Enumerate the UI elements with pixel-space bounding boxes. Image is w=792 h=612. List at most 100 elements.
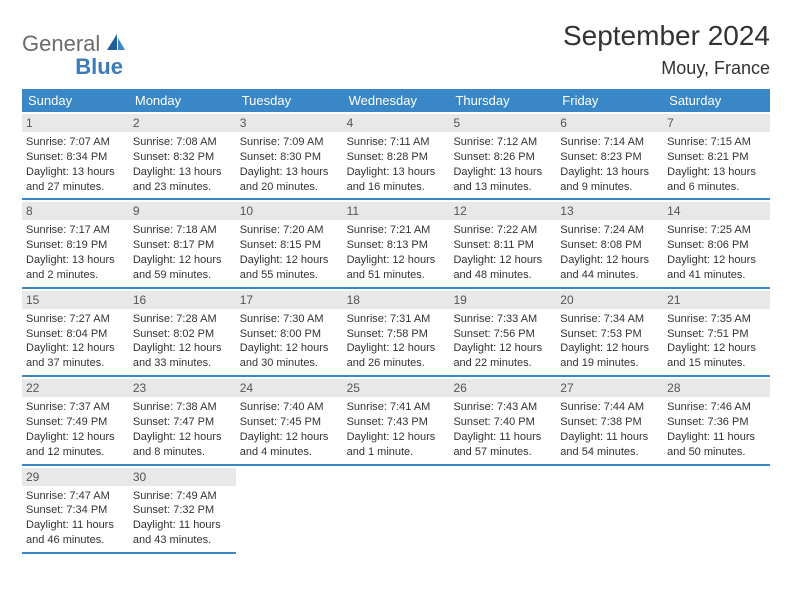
day-detail-line: Sunrise: 7:40 AM	[240, 400, 339, 415]
day-detail-line: Daylight: 12 hours	[560, 341, 659, 356]
day-detail-line: and 51 minutes.	[347, 268, 446, 283]
day-detail-line: Daylight: 11 hours	[26, 518, 125, 533]
day-cell: 12Sunrise: 7:22 AMSunset: 8:11 PMDayligh…	[449, 200, 556, 288]
day-detail-line: and 54 minutes.	[560, 445, 659, 460]
day-detail-line: Daylight: 12 hours	[26, 341, 125, 356]
day-cell	[663, 466, 770, 554]
day-cell: 29Sunrise: 7:47 AMSunset: 7:34 PMDayligh…	[22, 466, 129, 554]
day-detail-line: and 2 minutes.	[26, 268, 125, 283]
day-detail-line: Daylight: 13 hours	[560, 165, 659, 180]
day-detail-line: Sunrise: 7:17 AM	[26, 223, 125, 238]
week-row: 1Sunrise: 7:07 AMSunset: 8:34 PMDaylight…	[22, 112, 770, 200]
day-detail-line: Daylight: 13 hours	[26, 165, 125, 180]
day-number: 8	[22, 202, 129, 220]
day-cell: 8Sunrise: 7:17 AMSunset: 8:19 PMDaylight…	[22, 200, 129, 288]
day-detail-line: and 33 minutes.	[133, 356, 232, 371]
day-cell: 19Sunrise: 7:33 AMSunset: 7:56 PMDayligh…	[449, 289, 556, 377]
day-cell: 23Sunrise: 7:38 AMSunset: 7:47 PMDayligh…	[129, 377, 236, 465]
day-cell: 25Sunrise: 7:41 AMSunset: 7:43 PMDayligh…	[343, 377, 450, 465]
day-detail-line: and 4 minutes.	[240, 445, 339, 460]
day-number: 11	[343, 202, 450, 220]
day-detail-line: Sunset: 8:23 PM	[560, 150, 659, 165]
page: General Blue September 2024 Mouy, France…	[0, 0, 792, 574]
day-detail-line: Daylight: 13 hours	[453, 165, 552, 180]
day-detail-line: Sunrise: 7:41 AM	[347, 400, 446, 415]
day-detail-line: Sunset: 8:34 PM	[26, 150, 125, 165]
day-detail-line: Sunrise: 7:15 AM	[667, 135, 766, 150]
day-detail-line: Sunset: 7:49 PM	[26, 415, 125, 430]
day-detail-line: Daylight: 13 hours	[347, 165, 446, 180]
day-detail-line: and 48 minutes.	[453, 268, 552, 283]
day-detail-line: Daylight: 12 hours	[453, 253, 552, 268]
day-number: 24	[236, 379, 343, 397]
day-detail-line: Sunrise: 7:46 AM	[667, 400, 766, 415]
day-detail-line: Sunset: 8:04 PM	[26, 327, 125, 342]
day-cell: 17Sunrise: 7:30 AMSunset: 8:00 PMDayligh…	[236, 289, 343, 377]
day-detail-line: and 30 minutes.	[240, 356, 339, 371]
day-cell: 15Sunrise: 7:27 AMSunset: 8:04 PMDayligh…	[22, 289, 129, 377]
day-detail-line: and 27 minutes.	[26, 180, 125, 195]
day-number: 26	[449, 379, 556, 397]
day-detail-line: and 12 minutes.	[26, 445, 125, 460]
day-cell: 3Sunrise: 7:09 AMSunset: 8:30 PMDaylight…	[236, 112, 343, 200]
day-number: 10	[236, 202, 343, 220]
day-detail-line: Sunset: 8:15 PM	[240, 238, 339, 253]
day-detail-line: Daylight: 12 hours	[240, 253, 339, 268]
day-cell: 30Sunrise: 7:49 AMSunset: 7:32 PMDayligh…	[129, 466, 236, 554]
day-cell: 16Sunrise: 7:28 AMSunset: 8:02 PMDayligh…	[129, 289, 236, 377]
day-detail-line: Sunset: 8:28 PM	[347, 150, 446, 165]
day-number: 6	[556, 114, 663, 132]
day-detail-line: Sunset: 8:32 PM	[133, 150, 232, 165]
day-detail-line: and 37 minutes.	[26, 356, 125, 371]
day-detail-line: and 41 minutes.	[667, 268, 766, 283]
day-detail-line: Sunset: 8:08 PM	[560, 238, 659, 253]
day-detail-line: Sunrise: 7:44 AM	[560, 400, 659, 415]
day-detail-line: and 44 minutes.	[560, 268, 659, 283]
day-cell: 11Sunrise: 7:21 AMSunset: 8:13 PMDayligh…	[343, 200, 450, 288]
logo-sail-icon	[105, 32, 127, 57]
day-number: 15	[22, 291, 129, 309]
day-detail-line: Sunrise: 7:47 AM	[26, 489, 125, 504]
day-detail-line: Daylight: 12 hours	[453, 341, 552, 356]
day-number: 4	[343, 114, 450, 132]
day-detail-line: Sunrise: 7:14 AM	[560, 135, 659, 150]
day-detail-line: and 43 minutes.	[133, 533, 232, 548]
day-cell: 26Sunrise: 7:43 AMSunset: 7:40 PMDayligh…	[449, 377, 556, 465]
day-detail-line: Sunrise: 7:08 AM	[133, 135, 232, 150]
weekday-header: Thursday	[449, 89, 556, 112]
day-number: 18	[343, 291, 450, 309]
day-number: 25	[343, 379, 450, 397]
day-detail-line: Daylight: 12 hours	[347, 341, 446, 356]
day-number: 7	[663, 114, 770, 132]
day-detail-line: Daylight: 12 hours	[240, 341, 339, 356]
day-detail-line: and 6 minutes.	[667, 180, 766, 195]
day-number: 3	[236, 114, 343, 132]
day-number: 30	[129, 468, 236, 486]
day-detail-line: Sunset: 7:36 PM	[667, 415, 766, 430]
week-row: 22Sunrise: 7:37 AMSunset: 7:49 PMDayligh…	[22, 377, 770, 465]
day-detail-line: Sunset: 7:51 PM	[667, 327, 766, 342]
day-detail-line: Sunset: 7:53 PM	[560, 327, 659, 342]
day-detail-line: and 46 minutes.	[26, 533, 125, 548]
day-detail-line: Sunrise: 7:24 AM	[560, 223, 659, 238]
day-detail-line: Daylight: 11 hours	[560, 430, 659, 445]
day-detail-line: and 15 minutes.	[667, 356, 766, 371]
weekday-header: Wednesday	[343, 89, 450, 112]
day-detail-line: Daylight: 12 hours	[26, 430, 125, 445]
day-detail-line: and 23 minutes.	[133, 180, 232, 195]
day-detail-line: Sunrise: 7:35 AM	[667, 312, 766, 327]
day-detail-line: Sunrise: 7:07 AM	[26, 135, 125, 150]
day-number: 14	[663, 202, 770, 220]
day-detail-line: Daylight: 12 hours	[133, 253, 232, 268]
day-cell: 28Sunrise: 7:46 AMSunset: 7:36 PMDayligh…	[663, 377, 770, 465]
day-detail-line: Daylight: 11 hours	[133, 518, 232, 533]
day-cell: 2Sunrise: 7:08 AMSunset: 8:32 PMDaylight…	[129, 112, 236, 200]
day-cell: 24Sunrise: 7:40 AMSunset: 7:45 PMDayligh…	[236, 377, 343, 465]
day-number: 9	[129, 202, 236, 220]
day-detail-line: Sunset: 8:19 PM	[26, 238, 125, 253]
day-cell: 4Sunrise: 7:11 AMSunset: 8:28 PMDaylight…	[343, 112, 450, 200]
day-cell: 27Sunrise: 7:44 AMSunset: 7:38 PMDayligh…	[556, 377, 663, 465]
day-cell	[236, 466, 343, 554]
day-detail-line: Daylight: 13 hours	[133, 165, 232, 180]
day-number: 1	[22, 114, 129, 132]
